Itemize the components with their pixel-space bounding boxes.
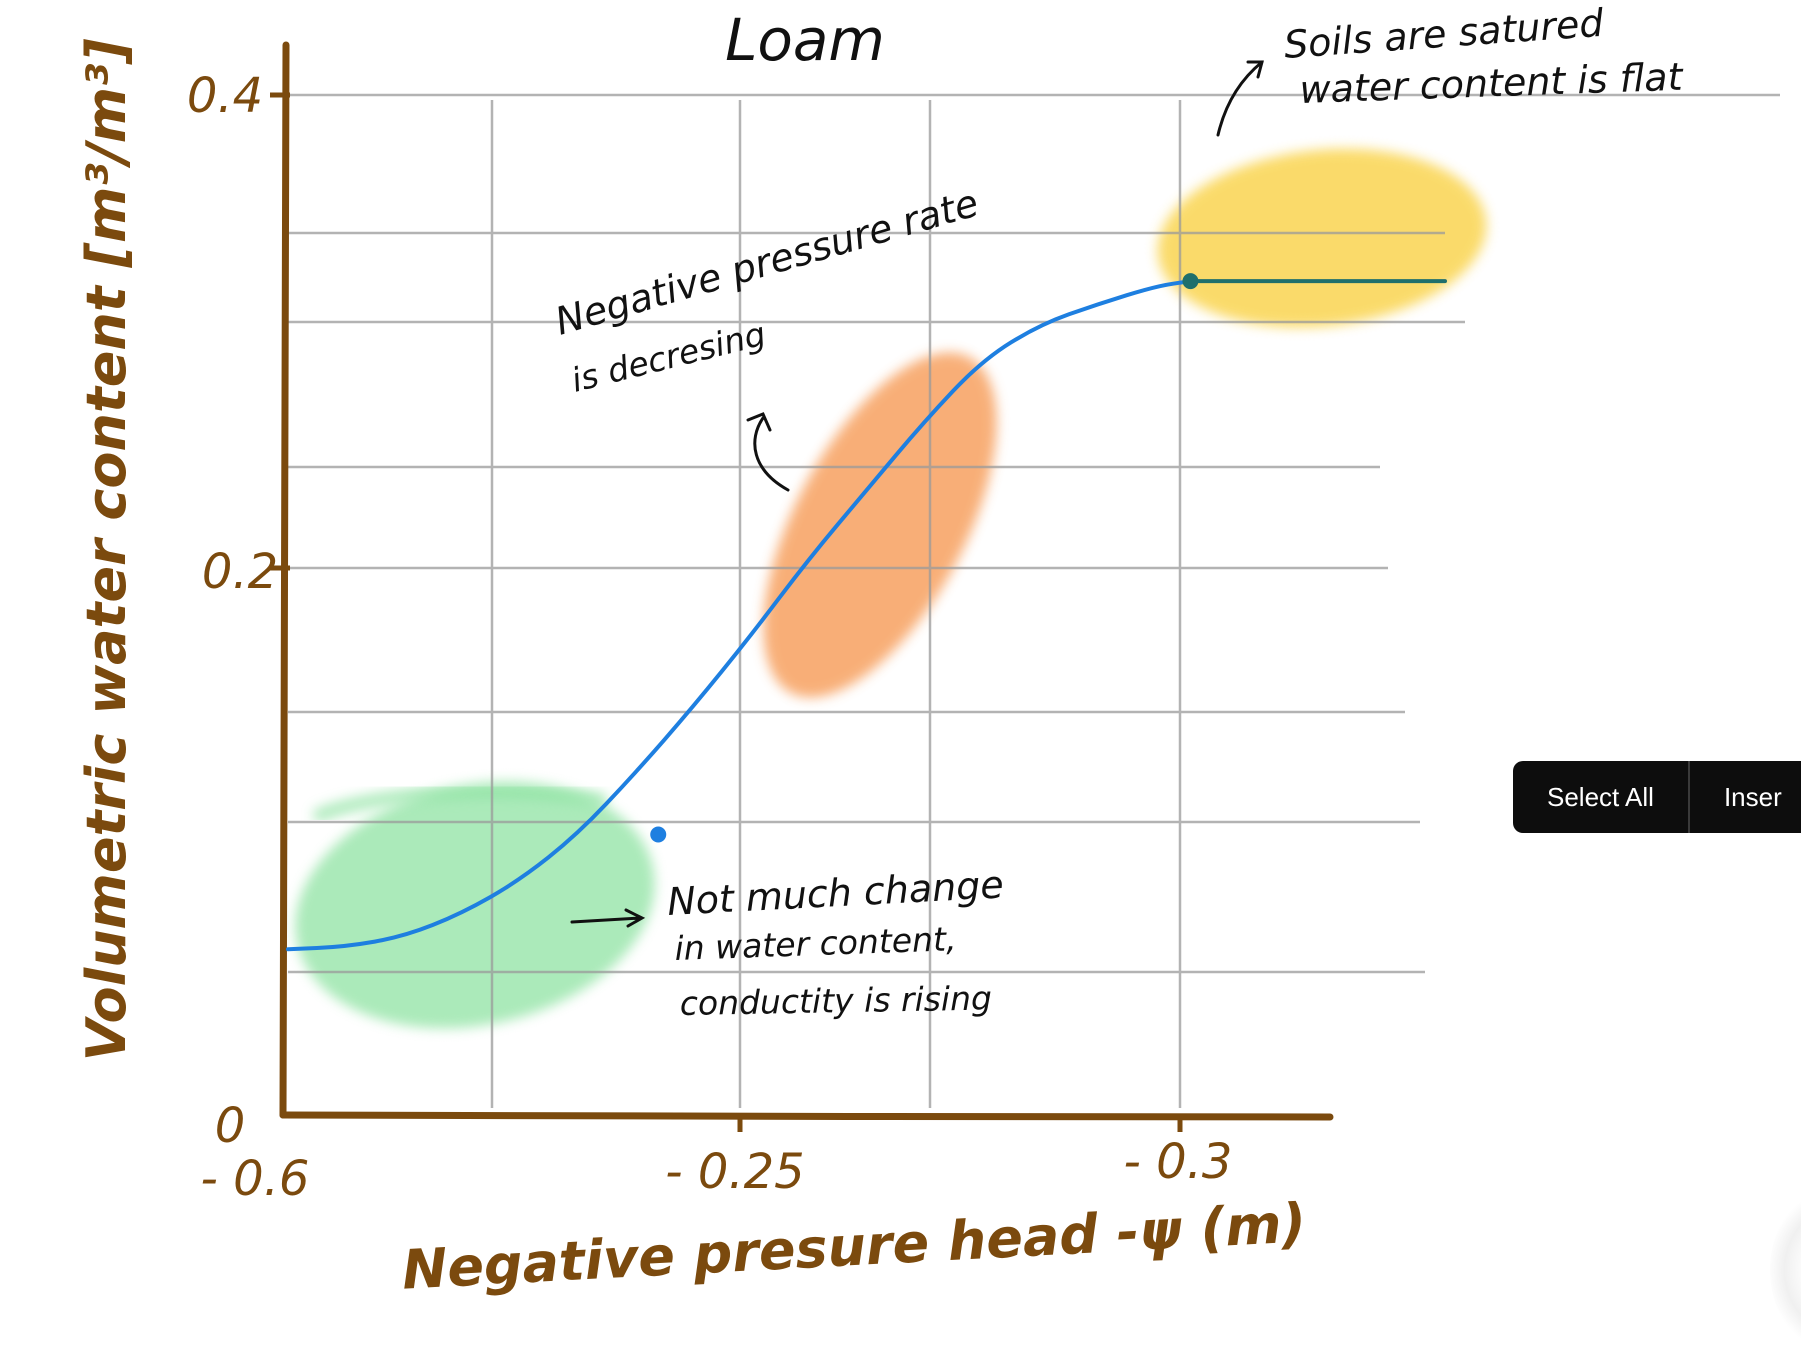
y-tick-label-2: 0.4 [187, 68, 263, 124]
grid-lines [288, 93, 1780, 1108]
chart-title: Loam [725, 6, 885, 74]
annotation-rate-line1: Negative pressure rate [550, 181, 983, 344]
x-axis-label: Negative presure head -ψ (m) [400, 1191, 1307, 1301]
series-line [286, 279, 1193, 952]
annotation-saturated-arrow [1216, 60, 1264, 137]
highlight-yellow [1157, 148, 1487, 328]
x-tick-label-1: - 0.25 [665, 1144, 804, 1200]
annotation-change-line3: conductity is rising [679, 979, 992, 1023]
x-axis [279, 1111, 1334, 1121]
highlight-orange [763, 352, 997, 698]
highlight-green-stroke [313, 784, 607, 822]
edit-menu-popup: Select All Inser [1513, 761, 1801, 833]
data-layer [286, 273, 1447, 952]
x-tick-label-2: - 0.3 [1124, 1134, 1233, 1190]
axes [270, 41, 1334, 1132]
y-axis-label: Volumetric water content [m³/m³] [75, 38, 138, 1061]
annotation-change-line2: in water content, [674, 919, 957, 968]
annotation-saturated-line1: Soils are satured [1283, 1, 1606, 67]
popup-divider [1687, 761, 1690, 833]
tick-labels: 0 0.2 0.4 - 0.6 - 0.25 - 0.3 [187, 68, 1233, 1207]
annotation-saturated-line2: water content is flat [1299, 55, 1685, 112]
y-axis [279, 41, 290, 1119]
data-point-0 [650, 826, 667, 843]
y-tick-label-1: 0.2 [202, 544, 278, 600]
annotation-change-arrow [570, 908, 646, 928]
annotations: Soils are satured water content is flat … [550, 1, 1685, 1023]
insert-button[interactable]: Inser [1723, 781, 1782, 812]
annotation-change-line1: Not much change [666, 862, 1004, 924]
annotation-rate-arrow [746, 412, 790, 492]
select-all-button[interactable]: Select All [1547, 781, 1654, 812]
y-tick-label-0: 0 [215, 1098, 246, 1154]
x-tick-label-0: - 0.6 [201, 1151, 310, 1207]
data-point-1 [1182, 273, 1199, 290]
